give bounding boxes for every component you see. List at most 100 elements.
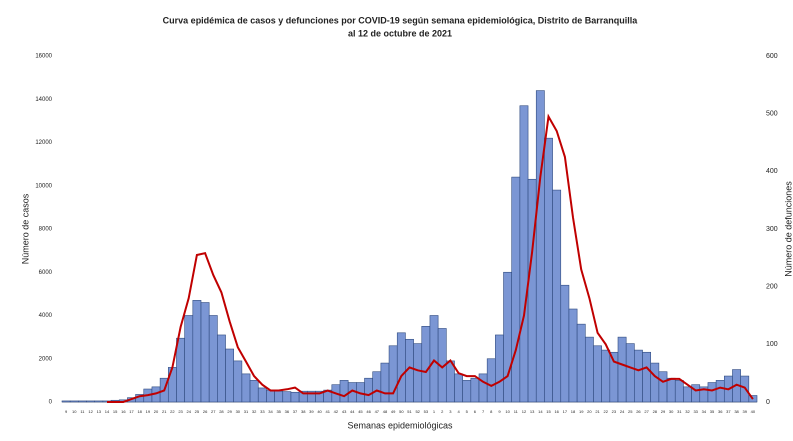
- x-tick-label: 48: [383, 409, 388, 414]
- y-tick-label: 12000: [35, 140, 52, 146]
- deaths-line: [107, 113, 754, 403]
- x-tick-label: 17: [563, 409, 568, 414]
- x-tick-label: 36: [718, 409, 723, 414]
- bar: [658, 371, 668, 403]
- x-tick-label: 35: [276, 409, 281, 414]
- x-tick-label: 16: [121, 409, 126, 414]
- x-tick-label: 34: [268, 409, 273, 414]
- bar: [429, 315, 439, 403]
- bar: [176, 337, 185, 403]
- bar: [217, 334, 226, 403]
- x-tick-label: 30: [236, 409, 241, 414]
- x-tick-label: 18: [571, 409, 576, 414]
- bar: [470, 377, 480, 403]
- bar: [503, 271, 513, 403]
- x-tick-label: 24: [620, 409, 625, 414]
- x-tick-label: 13: [530, 409, 535, 414]
- chart-title: Curva epidémica de casos y defunciones p…: [163, 15, 639, 25]
- bar: [527, 178, 537, 403]
- bar: [454, 373, 463, 403]
- x-tick-label: 30: [669, 409, 674, 414]
- bar: [715, 380, 725, 403]
- bar: [413, 343, 423, 403]
- bar: [266, 389, 275, 403]
- x-tick-label: 33: [693, 409, 698, 414]
- x-tick-label: 6: [474, 409, 477, 414]
- x-tick-label: 10: [72, 409, 77, 414]
- x-tick-label: 50: [399, 409, 404, 414]
- bar: [707, 382, 717, 403]
- x-tick-label: 53: [424, 409, 429, 414]
- x-tick-label: 27: [211, 409, 216, 414]
- x-tick-label: 19: [579, 409, 584, 414]
- y-tick-label: 6000: [39, 270, 53, 276]
- x-tick-label: 38: [734, 409, 739, 414]
- x-tick-label: 32: [252, 409, 257, 414]
- x-tick-label: 33: [260, 409, 265, 414]
- bar: [86, 400, 96, 403]
- bar: [233, 360, 243, 403]
- x-tick-label: 12: [88, 409, 93, 414]
- chart-subtitle: al 12 de octubre de 2021: [348, 28, 452, 38]
- bar: [192, 300, 202, 403]
- x-tick-label: 29: [661, 409, 666, 414]
- x-tick-label: 23: [178, 409, 183, 414]
- x-tick-label: 22: [170, 409, 175, 414]
- x-tick-label: 31: [677, 409, 682, 414]
- bar: [552, 189, 562, 403]
- bar: [666, 377, 676, 403]
- bar: [380, 362, 390, 403]
- x-tick-label: 18: [137, 409, 142, 414]
- x-tick-label: 49: [391, 409, 396, 414]
- y-axis-title: Número de casos: [20, 193, 30, 264]
- x-tick-label: 46: [366, 409, 371, 414]
- x-tick-label: 17: [129, 409, 134, 414]
- y2-tick-label: 300: [766, 226, 778, 233]
- y-tick-label: 10000: [35, 183, 52, 189]
- y-tick-label: 14000: [35, 97, 52, 103]
- x-tick-label: 44: [350, 409, 355, 414]
- x-tick-label: 25: [195, 409, 200, 414]
- x-tick-label: 3: [449, 409, 452, 414]
- x-tick-label: 25: [628, 409, 633, 414]
- x-tick-label: 8: [490, 409, 493, 414]
- x-tick-label: 23: [612, 409, 617, 414]
- bar: [94, 400, 104, 403]
- bar: [396, 332, 406, 403]
- bar: [593, 345, 602, 403]
- bar: [535, 90, 545, 403]
- bar: [601, 349, 611, 403]
- x-tick-label: 21: [162, 409, 167, 414]
- bar: [61, 400, 71, 403]
- x-tick-label: 19: [146, 409, 151, 414]
- bar: [650, 362, 660, 403]
- bar: [625, 343, 635, 403]
- x-tick-label: 15: [546, 409, 551, 414]
- bar: [576, 323, 586, 403]
- bar: [544, 137, 553, 403]
- bar: [69, 400, 79, 403]
- y2-tick-label: 0: [766, 399, 770, 406]
- x-tick-label: 20: [587, 409, 592, 414]
- x-tick-label: 29: [227, 409, 232, 414]
- y-tick-label: 16000: [35, 54, 52, 60]
- x-tick-label: 14: [105, 409, 110, 414]
- x-tick-label: 11: [514, 409, 519, 414]
- bar: [634, 349, 643, 403]
- bar: [584, 336, 594, 403]
- bar: [478, 373, 488, 403]
- x-tick-label: 27: [644, 409, 649, 414]
- x-tick-label: 15: [113, 409, 118, 414]
- y-tick-label: 4000: [39, 313, 53, 319]
- bar: [421, 326, 431, 403]
- x-tick-label: 11: [80, 409, 85, 414]
- x-tick-label: 5: [466, 409, 469, 414]
- x-tick-label: 21: [595, 409, 600, 414]
- x-tick-label: 51: [407, 409, 412, 414]
- x-tick-label: 32: [685, 409, 690, 414]
- x-tick-label: 31: [244, 409, 249, 414]
- x-tick-label: 10: [505, 409, 510, 414]
- x-tick-label: 16: [554, 409, 559, 414]
- x-tick-label: 37: [293, 409, 298, 414]
